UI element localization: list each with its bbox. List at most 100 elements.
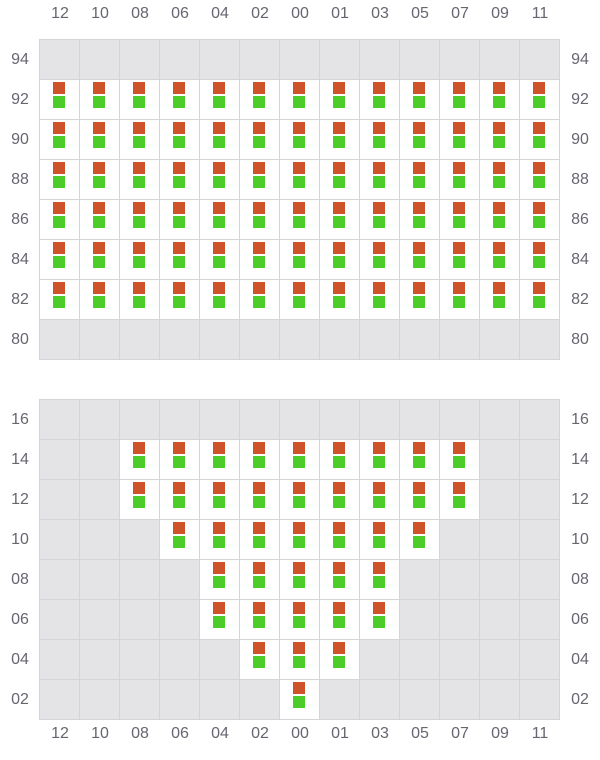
grid-cell-active[interactable] bbox=[159, 439, 200, 480]
grid-cell-active[interactable] bbox=[439, 439, 480, 480]
grid-cell-active[interactable] bbox=[119, 439, 160, 480]
grid-cell-active[interactable] bbox=[119, 479, 160, 520]
grid-cell-active[interactable] bbox=[439, 79, 480, 120]
grid-cell-active[interactable] bbox=[279, 279, 320, 320]
grid-cell-active[interactable] bbox=[79, 119, 120, 160]
grid-cell-active[interactable] bbox=[239, 119, 280, 160]
grid-cell-active[interactable] bbox=[239, 639, 280, 680]
grid-cell-active[interactable] bbox=[119, 159, 160, 200]
grid-cell-active[interactable] bbox=[439, 479, 480, 520]
grid-cell-active[interactable] bbox=[399, 159, 440, 200]
grid-cell-active[interactable] bbox=[199, 599, 240, 640]
grid-cell-active[interactable] bbox=[119, 79, 160, 120]
grid-cell-active[interactable] bbox=[239, 239, 280, 280]
grid-cell-active[interactable] bbox=[39, 159, 80, 200]
grid-cell-active[interactable] bbox=[279, 199, 320, 240]
grid-cell-active[interactable] bbox=[239, 159, 280, 200]
grid-cell-active[interactable] bbox=[359, 79, 400, 120]
grid-cell-active[interactable] bbox=[119, 279, 160, 320]
grid-cell-active[interactable] bbox=[519, 159, 560, 200]
grid-cell-active[interactable] bbox=[399, 479, 440, 520]
grid-cell-active[interactable] bbox=[79, 239, 120, 280]
grid-cell-active[interactable] bbox=[279, 159, 320, 200]
grid-cell-active[interactable] bbox=[239, 439, 280, 480]
grid-cell-active[interactable] bbox=[399, 279, 440, 320]
grid-cell-active[interactable] bbox=[279, 239, 320, 280]
grid-cell-active[interactable] bbox=[439, 119, 480, 160]
grid-cell-active[interactable] bbox=[239, 79, 280, 120]
grid-cell-active[interactable] bbox=[319, 159, 360, 200]
grid-cell-active[interactable] bbox=[439, 199, 480, 240]
grid-cell-active[interactable] bbox=[239, 279, 280, 320]
grid-cell-active[interactable] bbox=[399, 79, 440, 120]
grid-cell-active[interactable] bbox=[159, 519, 200, 560]
grid-cell-active[interactable] bbox=[199, 119, 240, 160]
grid-cell-active[interactable] bbox=[479, 199, 520, 240]
grid-cell-active[interactable] bbox=[319, 559, 360, 600]
grid-cell-active[interactable] bbox=[199, 79, 240, 120]
grid-cell-active[interactable] bbox=[159, 79, 200, 120]
grid-cell-active[interactable] bbox=[319, 599, 360, 640]
grid-cell-active[interactable] bbox=[119, 239, 160, 280]
grid-cell-active[interactable] bbox=[319, 279, 360, 320]
grid-cell-active[interactable] bbox=[319, 239, 360, 280]
grid-cell-active[interactable] bbox=[359, 599, 400, 640]
grid-cell-active[interactable] bbox=[279, 479, 320, 520]
grid-cell-active[interactable] bbox=[39, 239, 80, 280]
grid-cell-active[interactable] bbox=[159, 159, 200, 200]
grid-cell-active[interactable] bbox=[159, 239, 200, 280]
grid-cell-active[interactable] bbox=[399, 519, 440, 560]
grid-cell-active[interactable] bbox=[399, 439, 440, 480]
grid-cell-active[interactable] bbox=[479, 79, 520, 120]
grid-cell-active[interactable] bbox=[279, 679, 320, 720]
grid-cell-active[interactable] bbox=[159, 199, 200, 240]
grid-cell-active[interactable] bbox=[519, 119, 560, 160]
grid-cell-active[interactable] bbox=[319, 119, 360, 160]
grid-cell-active[interactable] bbox=[479, 239, 520, 280]
grid-cell-active[interactable] bbox=[199, 279, 240, 320]
grid-cell-active[interactable] bbox=[279, 439, 320, 480]
grid-cell-active[interactable] bbox=[359, 159, 400, 200]
grid-cell-active[interactable] bbox=[279, 639, 320, 680]
grid-cell-active[interactable] bbox=[119, 119, 160, 160]
grid-cell-active[interactable] bbox=[359, 199, 400, 240]
grid-cell-active[interactable] bbox=[279, 119, 320, 160]
grid-cell-active[interactable] bbox=[159, 479, 200, 520]
grid-cell-active[interactable] bbox=[319, 79, 360, 120]
grid-cell-active[interactable] bbox=[399, 239, 440, 280]
grid-cell-active[interactable] bbox=[79, 159, 120, 200]
grid-cell-active[interactable] bbox=[79, 279, 120, 320]
grid-cell-active[interactable] bbox=[239, 479, 280, 520]
grid-cell-active[interactable] bbox=[359, 239, 400, 280]
grid-cell-active[interactable] bbox=[479, 119, 520, 160]
grid-cell-active[interactable] bbox=[399, 119, 440, 160]
grid-cell-active[interactable] bbox=[359, 559, 400, 600]
grid-cell-active[interactable] bbox=[39, 119, 80, 160]
grid-cell-active[interactable] bbox=[479, 159, 520, 200]
grid-cell-active[interactable] bbox=[239, 519, 280, 560]
grid-cell-active[interactable] bbox=[239, 559, 280, 600]
grid-cell-active[interactable] bbox=[199, 519, 240, 560]
grid-cell-active[interactable] bbox=[519, 239, 560, 280]
grid-cell-active[interactable] bbox=[279, 519, 320, 560]
grid-cell-active[interactable] bbox=[279, 79, 320, 120]
grid-cell-active[interactable] bbox=[199, 559, 240, 600]
grid-cell-active[interactable] bbox=[199, 479, 240, 520]
grid-cell-active[interactable] bbox=[319, 199, 360, 240]
grid-cell-active[interactable] bbox=[359, 519, 400, 560]
grid-cell-active[interactable] bbox=[199, 199, 240, 240]
grid-cell-active[interactable] bbox=[359, 279, 400, 320]
grid-cell-active[interactable] bbox=[319, 439, 360, 480]
grid-cell-active[interactable] bbox=[399, 199, 440, 240]
grid-cell-active[interactable] bbox=[239, 599, 280, 640]
grid-cell-active[interactable] bbox=[159, 119, 200, 160]
grid-cell-active[interactable] bbox=[39, 199, 80, 240]
grid-cell-active[interactable] bbox=[239, 199, 280, 240]
grid-cell-active[interactable] bbox=[199, 239, 240, 280]
grid-cell-active[interactable] bbox=[519, 79, 560, 120]
grid-cell-active[interactable] bbox=[119, 199, 160, 240]
grid-cell-active[interactable] bbox=[279, 559, 320, 600]
grid-cell-active[interactable] bbox=[79, 79, 120, 120]
grid-cell-active[interactable] bbox=[479, 279, 520, 320]
grid-cell-active[interactable] bbox=[319, 479, 360, 520]
